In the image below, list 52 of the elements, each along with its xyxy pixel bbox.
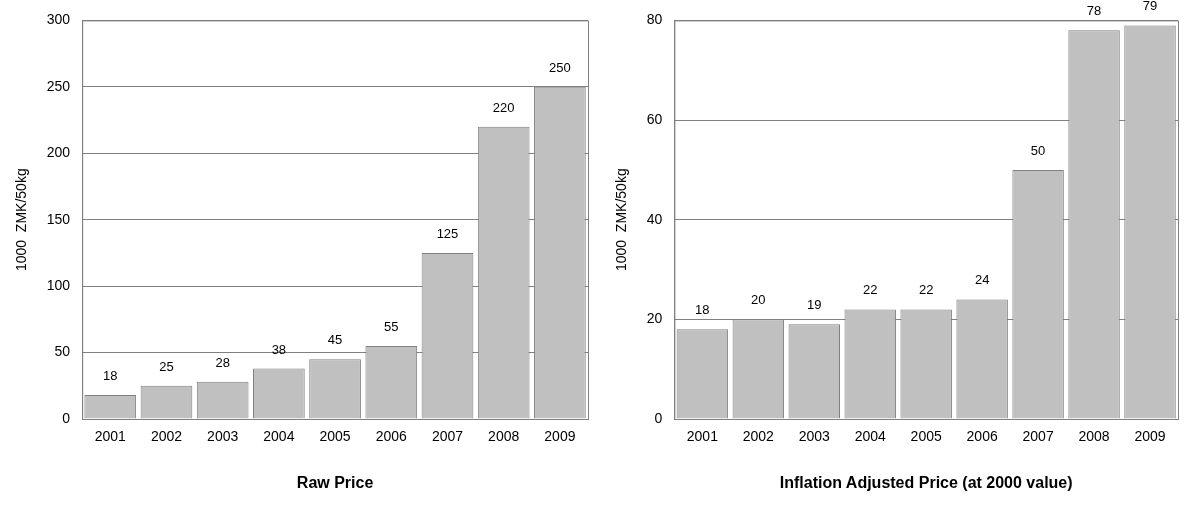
x-tick-label: 2003 bbox=[798, 428, 831, 445]
x-tick-label: 2005 bbox=[319, 428, 351, 445]
data-label: 22 bbox=[862, 282, 878, 298]
x-tick-label: 2009 bbox=[1134, 428, 1166, 445]
data-label: 125 bbox=[436, 225, 459, 241]
x-tick-label: 2007 bbox=[431, 428, 464, 445]
x-tick-label: 2001 bbox=[686, 428, 719, 445]
x-tick-label: 2009 bbox=[544, 428, 576, 445]
x-tick-label: 2002 bbox=[150, 428, 183, 445]
y-tick-label: 150 bbox=[46, 210, 71, 227]
data-label: 78 bbox=[1086, 3, 1102, 19]
data-label: 19 bbox=[807, 297, 822, 313]
x-axis-title: Raw Price bbox=[296, 473, 374, 491]
x-tick-label: 2006 bbox=[966, 428, 998, 445]
data-label: 20 bbox=[751, 292, 766, 308]
x-tick-label: 2005 bbox=[910, 428, 942, 445]
x-tick-label: 2007 bbox=[1022, 428, 1054, 445]
y-tick-label: 250 bbox=[46, 77, 71, 94]
data-label: 22 bbox=[918, 282, 934, 298]
data-label: 18 bbox=[695, 302, 710, 318]
data-label: 50 bbox=[1030, 142, 1046, 158]
y-tick-label: 60 bbox=[646, 110, 663, 127]
y-tick-label: 20 bbox=[646, 310, 663, 327]
y-tick-label: 300 bbox=[46, 11, 71, 28]
y-tick-label: 0 bbox=[654, 409, 663, 426]
x-tick-label: 2008 bbox=[1078, 428, 1110, 445]
x-tick-label: 2008 bbox=[488, 428, 520, 445]
y-tick-label: 40 bbox=[646, 210, 663, 227]
data-label: 45 bbox=[327, 332, 343, 348]
x-axis-title: Inflation Adjusted Price (at 2000 value) bbox=[779, 473, 1073, 491]
y-axis-title: 1000 ZMK/50kg bbox=[613, 168, 630, 272]
data-label: 28 bbox=[215, 354, 230, 370]
data-label: 55 bbox=[384, 319, 399, 334]
y-tick-label: 80 bbox=[646, 11, 663, 28]
data-label: 38 bbox=[271, 341, 287, 357]
x-tick-label: 2003 bbox=[207, 428, 239, 445]
y-tick-label: 200 bbox=[46, 144, 71, 161]
y-axis-title: 1000 ZMK/50kg bbox=[13, 168, 30, 272]
data-label: 24 bbox=[974, 272, 990, 288]
x-tick-label: 2002 bbox=[742, 428, 775, 445]
y-tick-label: 0 bbox=[62, 409, 71, 426]
data-label: 250 bbox=[549, 59, 571, 75]
data-label: 25 bbox=[159, 358, 174, 374]
data-label: 79 bbox=[1142, 0, 1158, 14]
x-tick-label: 2004 bbox=[854, 428, 887, 445]
data-label: 220 bbox=[492, 99, 515, 115]
x-tick-label: 2001 bbox=[94, 428, 127, 445]
x-tick-label: 2004 bbox=[263, 428, 295, 445]
y-tick-label: 100 bbox=[46, 276, 71, 293]
y-tick-label: 50 bbox=[54, 343, 71, 360]
data-label: 18 bbox=[103, 368, 118, 384]
x-tick-label: 2006 bbox=[375, 428, 408, 445]
